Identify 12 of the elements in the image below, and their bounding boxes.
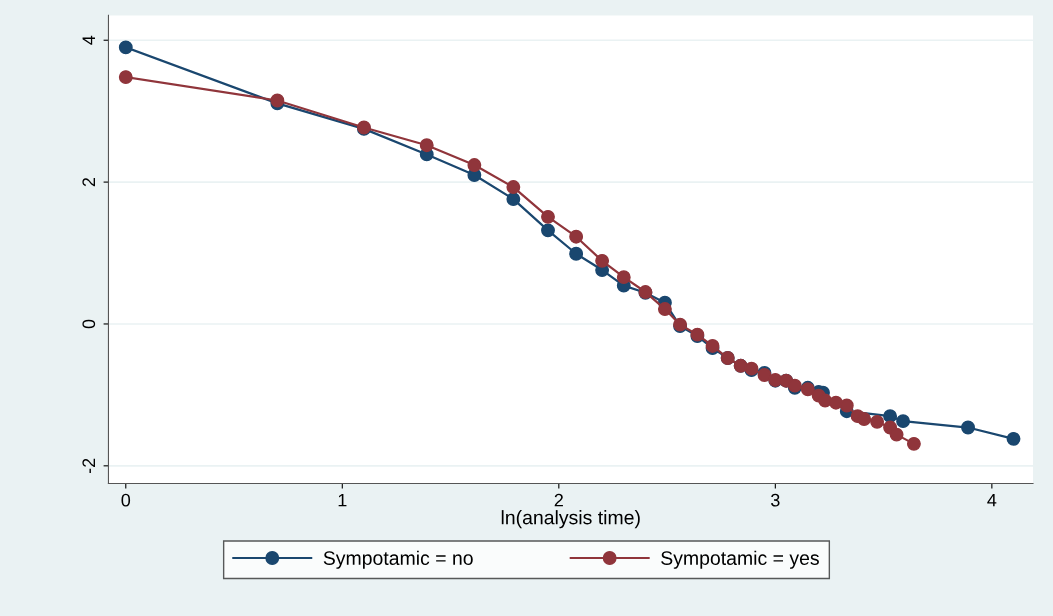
x-tick-label: 1 (338, 493, 347, 507)
y-tick-label: 0 (82, 319, 96, 329)
x-tick-label: 0 (121, 493, 131, 507)
x-tick-label: 2 (554, 493, 563, 507)
legend-label: Sympotamic = yes (661, 550, 819, 569)
legend-label: Sympotamic = no (323, 550, 473, 569)
y-tick-label: -2 (82, 458, 95, 474)
x-axis-title: ln(analysis time) (501, 510, 640, 529)
x-tick-label: 3 (771, 493, 780, 507)
y-tick-label: 2 (82, 177, 95, 187)
y-tick-label: 4 (82, 35, 95, 45)
x-tick-label: 4 (987, 493, 997, 507)
